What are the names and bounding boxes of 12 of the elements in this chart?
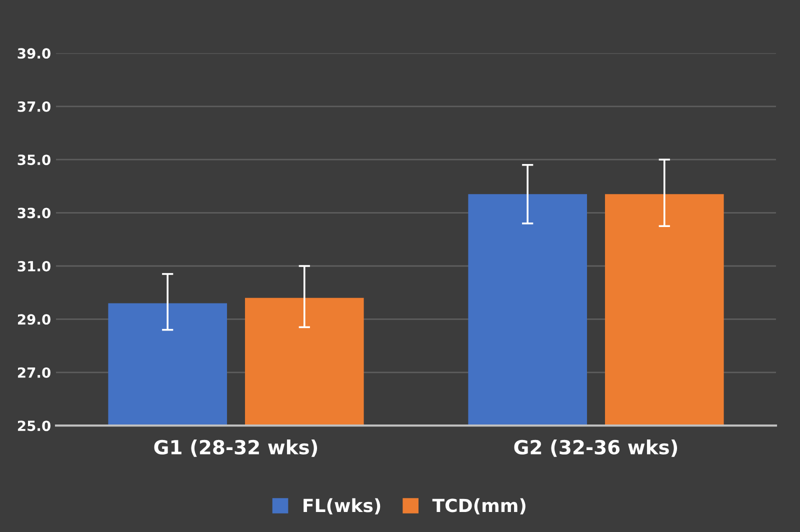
y-tick-label: 31.0	[18, 260, 50, 272]
legend-label: TCD(mm)	[432, 498, 526, 514]
y-tick-label: 29.0	[18, 314, 50, 325]
legend-label: FL(wks)	[304, 498, 380, 514]
y-tick-label: 33.0	[18, 208, 50, 218]
x-tick-label: G2 (32-36 wks)	[514, 439, 678, 457]
x-tick-label: G1 (28-32 wks)	[154, 439, 318, 457]
y-tick-label: 39.0	[18, 48, 50, 59]
y-tick-label: 35.0	[18, 154, 50, 166]
y-tick-label: 25.0	[18, 420, 50, 432]
y-tick-label: 37.0	[18, 101, 50, 112]
y-tick-label: 27.0	[18, 367, 50, 378]
